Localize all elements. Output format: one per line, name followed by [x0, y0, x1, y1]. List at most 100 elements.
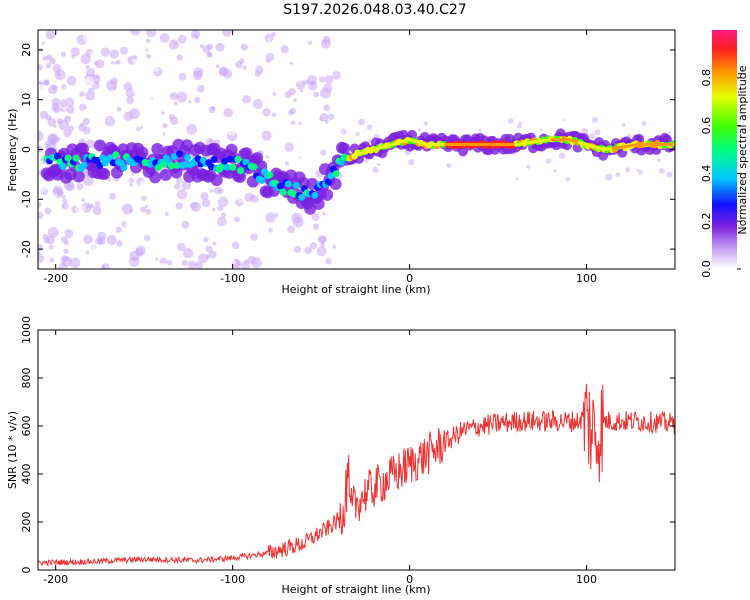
heatmap-noise-cell — [358, 118, 365, 126]
heatmap-noise-cell — [140, 125, 144, 130]
heatmap-noise-cell — [621, 122, 626, 127]
heatmap-noise-cell — [591, 116, 599, 124]
heatmap-noise-cell — [668, 131, 672, 134]
heatmap-noise-cell — [284, 142, 294, 152]
heatmap-ridge-core — [59, 162, 67, 170]
heatmap-noise-cell — [325, 211, 334, 220]
heatmap-noise-cell — [227, 249, 238, 260]
bottom-x-tick-label: -200 — [43, 573, 68, 586]
bottom-x-tick-label: -100 — [220, 573, 245, 586]
heatmap-noise-cell — [164, 212, 169, 217]
heatmap-noise-cell — [545, 158, 552, 164]
heatmap-ridge-core — [298, 193, 306, 201]
heatmap-noise-cell — [86, 204, 91, 209]
heatmap-noise-cell — [293, 245, 302, 254]
heatmap-noise-cell — [197, 84, 205, 93]
heatmap-noise-cell — [44, 207, 52, 215]
heatmap-noise-cell — [423, 121, 428, 126]
heatmap-noise-cell — [176, 54, 183, 61]
heatmap-ridge-core — [234, 155, 242, 163]
heatmap-noise-cell — [268, 236, 279, 247]
heatmap-ridge-core — [107, 154, 115, 162]
heatmap-noise-cell — [294, 154, 303, 163]
heatmap-noise-cell — [320, 149, 327, 156]
heatmap-noise-cell — [79, 123, 84, 128]
heatmap-noise-cell — [209, 81, 220, 93]
heatmap-noise-cell — [168, 39, 180, 50]
heatmap-noise-cell — [565, 177, 571, 182]
colorbar-tick-label: 0.8 — [700, 69, 713, 87]
heatmap-ridge-core — [266, 171, 274, 179]
heatmap-ridge-core — [332, 170, 340, 178]
heatmap-noise-cell — [85, 250, 90, 255]
heatmap-noise-cell — [242, 65, 247, 70]
heatmap-noise-cell — [145, 38, 151, 44]
heatmap-noise-cell — [157, 54, 163, 60]
heatmap-noise-cell — [255, 65, 264, 74]
heatmap-noise-cell — [38, 201, 42, 208]
heatmap-noise-cell — [79, 103, 87, 111]
heatmap-noise-cell — [175, 176, 183, 184]
heatmap-noise-cell — [641, 121, 647, 126]
heatmap-ridge-core — [176, 150, 184, 158]
heatmap-noise-cell — [89, 203, 95, 209]
heatmap-ridge-cell — [234, 170, 247, 183]
heatmap-noise-cell — [299, 117, 303, 122]
heatmap-noise-cell — [215, 64, 220, 69]
heatmap-ridge-core — [207, 163, 215, 171]
heatmap-noise-cell — [45, 62, 52, 69]
heatmap-noise-cell — [95, 59, 105, 69]
heatmap-noise-cell — [366, 124, 373, 131]
bottom-y-axis-label: SNR (10 * v/v) — [6, 411, 19, 489]
heatmap-noise-cell — [280, 45, 289, 54]
heatmap-noise-cell — [63, 248, 69, 254]
heatmap-noise-cell — [38, 244, 43, 252]
heatmap-noise-cell — [38, 253, 44, 264]
heatmap-noise-cell — [625, 167, 631, 173]
heatmap-noise-cell — [48, 244, 54, 250]
heatmap-noise-cell — [95, 74, 100, 79]
heatmap-noise-cell — [340, 128, 347, 135]
heatmap-noise-cell — [320, 242, 326, 248]
heatmap-noise-cell — [129, 33, 140, 44]
colorbar-tick-label: 0.4 — [700, 165, 713, 183]
heatmap-noise-cell — [174, 183, 181, 190]
heatmap-noise-cell — [594, 129, 601, 136]
heatmap-ridge-cell — [170, 166, 183, 179]
heatmap-noise-cell — [44, 79, 50, 86]
heatmap-noise-cell — [67, 39, 76, 47]
heatmap-noise-cell — [175, 202, 183, 210]
heatmap-noise-cell — [174, 42, 178, 46]
heatmap-ridge-core — [96, 161, 104, 169]
heatmap-noise-cell — [515, 177, 519, 180]
top-x-tick-label: 0 — [406, 272, 413, 285]
heatmap-noise-cell — [100, 47, 110, 57]
heatmap-noise-cell — [128, 256, 140, 267]
heatmap-ridge-core — [210, 156, 218, 164]
heatmap-noise-cell — [287, 225, 295, 234]
heatmap-noise-cell — [268, 228, 274, 233]
heatmap-noise-cell — [38, 145, 42, 152]
heatmap-noise-cell — [242, 212, 247, 218]
heatmap-noise-cell — [417, 128, 421, 132]
heatmap-noise-cell — [145, 214, 152, 221]
heatmap-noise-cell — [231, 241, 240, 250]
heatmap-noise-cell — [41, 41, 46, 45]
heatmap-noise-cell — [145, 208, 152, 215]
heatmap-noise-cell — [140, 179, 150, 189]
heatmap-ridge-cell — [210, 174, 223, 187]
heatmap-noise-cell — [79, 91, 85, 97]
heatmap-noise-cell — [95, 201, 101, 207]
colorbar: 0.0 0.2 0.4 0.6 0.8 Normalized spectral ampl… — [700, 30, 749, 278]
heatmap-noise-cell — [327, 113, 335, 121]
heatmap-noise-cell — [201, 198, 211, 208]
heatmap-noise-cell — [666, 171, 673, 178]
heatmap-noise-cell — [289, 61, 294, 66]
bottom-y-tick-label: 0 — [20, 567, 33, 574]
heatmap-noise-cell — [121, 203, 133, 215]
top-x-tick-label: -200 — [43, 272, 68, 285]
heatmap-noise-cell — [355, 131, 360, 137]
colorbar-tick-label: 0.0 — [700, 260, 713, 278]
heatmap-noise-cell — [130, 30, 141, 36]
